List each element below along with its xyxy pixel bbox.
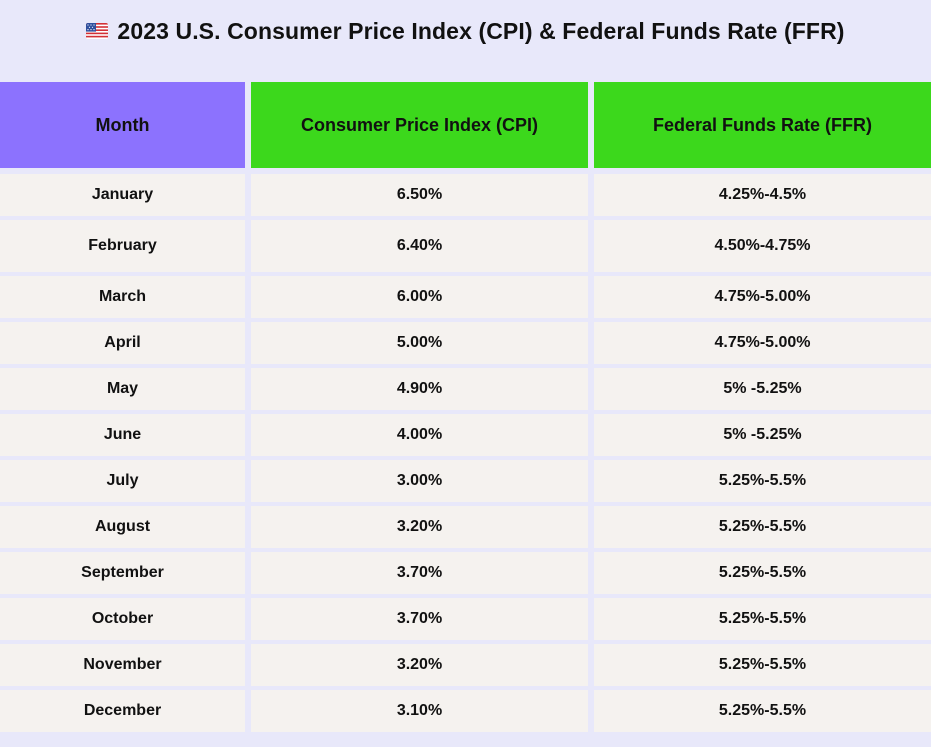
ffr-cell: 5.25%-5.5% <box>594 506 931 548</box>
cpi-cell: 3.70% <box>251 552 588 594</box>
ffr-cell: 5.25%-5.5% <box>594 552 931 594</box>
title-bar: 2023 U.S. Consumer Price Index (CPI) & F… <box>0 0 931 62</box>
cpi-cell: 3.70% <box>251 598 588 640</box>
us-flag-icon <box>86 23 109 39</box>
cpi-cell: 6.40% <box>251 220 588 272</box>
data-table: Month Consumer Price Index (CPI) Federal… <box>0 82 931 732</box>
cpi-cell: 4.00% <box>251 414 588 456</box>
month-cell: September <box>0 552 245 594</box>
month-cell: March <box>0 276 245 318</box>
ffr-cell: 4.75%-5.00% <box>594 276 931 318</box>
column-header-ffr: Federal Funds Rate (FFR) <box>594 82 931 168</box>
cpi-cell: 3.10% <box>251 690 588 732</box>
ffr-cell: 5.25%-5.5% <box>594 598 931 640</box>
ffr-cell: 5% -5.25% <box>594 368 931 410</box>
month-cell: April <box>0 322 245 364</box>
cpi-cell: 5.00% <box>251 322 588 364</box>
month-cell: November <box>0 644 245 686</box>
ffr-cell: 5.25%-5.5% <box>594 690 931 732</box>
cpi-cell: 6.50% <box>251 174 588 216</box>
cpi-cell: 3.20% <box>251 506 588 548</box>
month-cell: May <box>0 368 245 410</box>
column-header-cpi: Consumer Price Index (CPI) <box>251 82 588 168</box>
cpi-cell: 4.90% <box>251 368 588 410</box>
cpi-cell: 3.20% <box>251 644 588 686</box>
ffr-cell: 5.25%-5.5% <box>594 644 931 686</box>
month-cell: June <box>0 414 245 456</box>
column-header-month: Month <box>0 82 245 168</box>
ffr-cell: 4.75%-5.00% <box>594 322 931 364</box>
ffr-cell: 5.25%-5.5% <box>594 460 931 502</box>
month-cell: October <box>0 598 245 640</box>
cpi-cell: 6.00% <box>251 276 588 318</box>
ffr-cell: 4.50%-4.75% <box>594 220 931 272</box>
page-title: 2023 U.S. Consumer Price Index (CPI) & F… <box>117 17 845 44</box>
ffr-cell: 4.25%-4.5% <box>594 174 931 216</box>
month-cell: January <box>0 174 245 216</box>
month-cell: February <box>0 220 245 272</box>
cpi-cell: 3.00% <box>251 460 588 502</box>
month-cell: December <box>0 690 245 732</box>
month-cell: August <box>0 506 245 548</box>
ffr-cell: 5% -5.25% <box>594 414 931 456</box>
month-cell: July <box>0 460 245 502</box>
